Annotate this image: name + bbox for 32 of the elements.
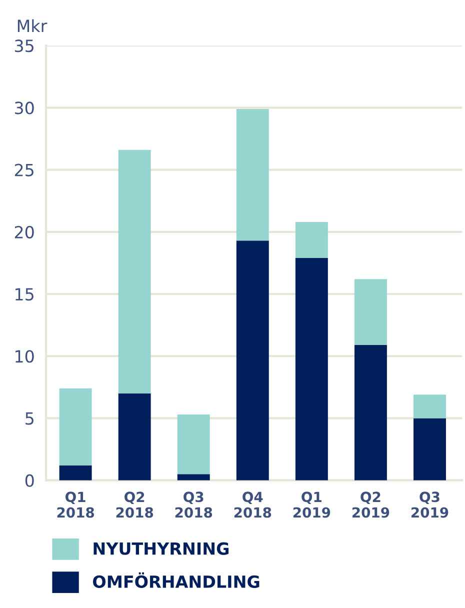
y-tick-label: 25: [14, 164, 34, 176]
y-tick-label: 20: [14, 226, 34, 238]
y-tick-label: 10: [16, 350, 34, 363]
bar: [414, 394, 446, 418]
y-tick-label: 5: [26, 412, 34, 425]
x-tick-label: Q1 2019: [293, 492, 330, 518]
bar: [236, 108, 269, 241]
bar: [59, 465, 92, 480]
x-tick-label: Q3 2018: [175, 492, 212, 518]
x-tick-label: Q2 2019: [352, 492, 390, 518]
bar: [354, 344, 387, 480]
bar: [236, 240, 269, 480]
bar: [118, 393, 151, 480]
bar: [295, 222, 328, 258]
y-tick-label: 30: [14, 102, 34, 114]
bar: [177, 474, 210, 480]
x-tick-label: Q1 2018: [57, 492, 94, 518]
bar: [295, 258, 328, 480]
x-tick-label: Q4 2018: [234, 492, 272, 518]
legend-label: OMFÖRHANDLING: [93, 572, 260, 588]
y-tick-label: 15: [16, 288, 34, 301]
x-tick-label: Q3 2019: [412, 492, 448, 518]
legend-label: NYUTHYRNING: [94, 542, 229, 555]
bar: [59, 388, 92, 466]
x-tick-label: Q2 2018: [116, 492, 154, 518]
y-tick-label: 35: [14, 40, 34, 52]
bar: [414, 418, 446, 480]
y-tick-label: 0: [25, 474, 34, 487]
bar: [354, 279, 387, 345]
bar: [118, 150, 151, 394]
y-axis-title: Mkr: [18, 19, 48, 32]
bar: [177, 414, 210, 474]
